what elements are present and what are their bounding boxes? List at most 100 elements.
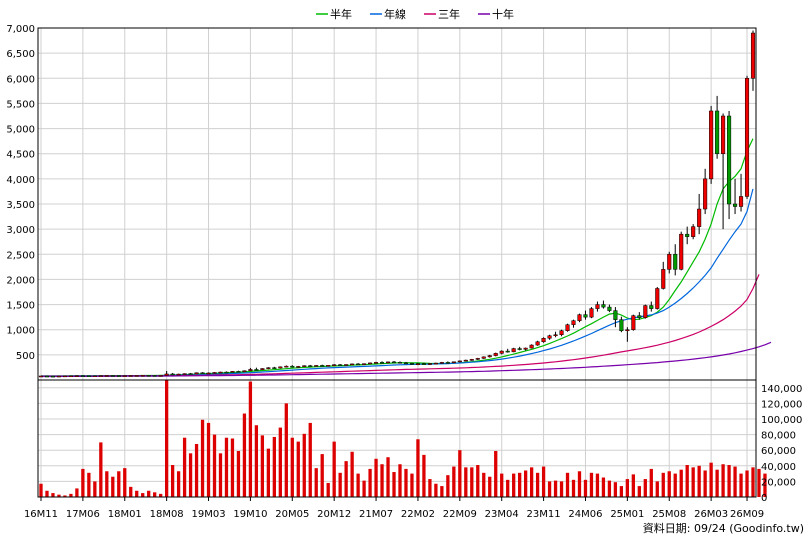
candle-body	[493, 353, 498, 356]
series-line-十年	[41, 341, 772, 378]
volume-bar	[553, 480, 558, 497]
volume-bar	[368, 468, 372, 497]
candle-body	[738, 196, 744, 207]
volume-bar	[583, 479, 588, 497]
candle-body	[709, 110, 714, 180]
candle-body	[607, 306, 612, 311]
x-tick-label: 17M06	[66, 509, 100, 520]
candle-body	[661, 269, 666, 289]
candle-body	[44, 375, 50, 378]
candle-body	[445, 362, 450, 364]
price-axis: 500 1,000 1,500 2,000 2,500 3,000 3,500 4,000 4,…	[6, 24, 35, 362]
x-tick-label: 19M03	[191, 509, 225, 520]
candle-body	[559, 330, 564, 335]
volume-bar	[500, 473, 504, 497]
volume-bar	[697, 465, 701, 497]
volume-bar	[541, 466, 546, 497]
volume-bar	[63, 495, 67, 497]
volume-bar	[619, 486, 624, 497]
volume-bar	[464, 467, 468, 497]
candle-body	[385, 361, 391, 364]
candle-body	[577, 314, 582, 321]
x-tick-label: 23M04	[485, 509, 519, 520]
volume-bar	[757, 468, 761, 497]
volume-bar	[194, 443, 199, 497]
price-tick-label: 6,000	[6, 74, 35, 85]
volume-bar	[374, 458, 378, 497]
candle-body	[529, 344, 534, 349]
volume-bar	[643, 479, 647, 497]
volume-bar	[535, 472, 540, 497]
volume-bar	[452, 466, 456, 497]
volume-bar	[523, 470, 528, 497]
candle-body	[685, 233, 690, 237]
volume-bar	[476, 465, 480, 497]
candle-body	[272, 367, 277, 369]
candle-body	[224, 371, 229, 374]
volume-bar	[326, 482, 330, 497]
candle-body	[421, 363, 426, 365]
volume-bar	[482, 472, 486, 497]
candle-body	[649, 305, 654, 309]
candle-body	[613, 310, 618, 320]
candle-body	[553, 334, 558, 336]
x-axis: 16M11 17M06 18M01 18M08 19M03 19M10 20M05 20M12…	[24, 497, 764, 520]
candle-body	[655, 288, 660, 309]
candle-body	[499, 350, 504, 354]
candle-body	[362, 363, 367, 365]
candle-body	[463, 359, 468, 362]
candle-body	[511, 348, 516, 353]
volume-bar	[547, 481, 552, 497]
volume-bar	[236, 450, 241, 497]
volume-bar	[565, 472, 570, 497]
volume-bar	[721, 464, 725, 497]
candle-body	[451, 361, 456, 364]
volume-bar	[266, 448, 271, 497]
volume-bar	[159, 493, 163, 497]
volume-bar	[362, 480, 366, 497]
plot-frames	[37, 27, 757, 498]
volume-bar	[709, 462, 713, 497]
volume-bar	[75, 488, 79, 497]
volume-bar	[51, 493, 55, 497]
volume-bar	[649, 468, 653, 497]
volume-bar	[69, 493, 73, 497]
volume-bar	[200, 419, 205, 497]
volume-tick-label: 20,000	[761, 477, 796, 488]
volume-bar	[123, 468, 127, 497]
candle-body	[637, 315, 642, 318]
candle-body	[140, 375, 145, 377]
volume-tick-label: 60,000	[761, 446, 796, 457]
price-tick-label: 2,000	[6, 275, 35, 286]
volume-bar	[344, 461, 348, 497]
candle-body	[278, 366, 283, 369]
candle-body	[266, 367, 271, 369]
candle-body	[86, 375, 91, 377]
x-tick-label: 25M08	[652, 509, 686, 520]
candle-body	[643, 305, 648, 318]
volume-bar	[410, 473, 414, 497]
price-tick-label: 1,500	[6, 301, 35, 312]
volume-bar	[745, 470, 749, 497]
volume-bar	[308, 422, 312, 497]
volume-bar	[296, 441, 300, 497]
price-tick-label: 5,500	[6, 99, 35, 110]
volume-tick-label: 120,000	[761, 399, 802, 410]
volume-bar	[529, 467, 534, 497]
candle-body	[415, 363, 420, 365]
candle-body	[619, 319, 624, 331]
volume-bar	[105, 471, 109, 497]
volume-bar	[625, 479, 630, 497]
candle-body	[152, 375, 157, 377]
volume-bar	[278, 427, 282, 497]
candle-body	[673, 254, 678, 270]
price-grid	[38, 27, 756, 497]
volume-bar	[350, 451, 354, 497]
price-tick-label: 1,000	[6, 326, 35, 337]
candle-body	[517, 348, 522, 350]
candle-body	[487, 355, 492, 358]
candle-body	[62, 375, 67, 378]
candlesticks	[38, 30, 756, 378]
volume-panel-frame	[37, 379, 757, 498]
x-tick-label: 20M05	[275, 509, 309, 520]
